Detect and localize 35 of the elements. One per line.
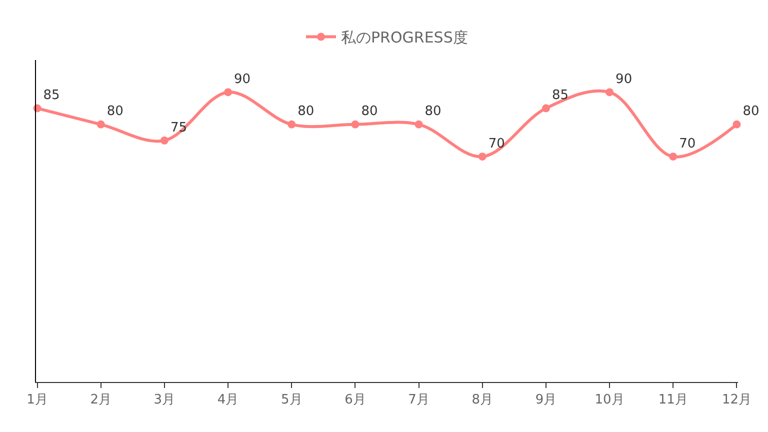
- x-tick-label: 4月: [217, 392, 239, 408]
- point: [606, 88, 614, 96]
- x-tick-label: 6月: [344, 392, 366, 408]
- point: [732, 120, 741, 128]
- legend-label: 私のPROGRESS度: [341, 28, 468, 47]
- data-label: 80: [361, 104, 378, 120]
- x-tick-label: 9月: [535, 392, 557, 408]
- x-tick-label: 8月: [472, 392, 494, 408]
- point: [160, 136, 168, 144]
- data-label: 70: [488, 136, 505, 152]
- data-label: 90: [234, 72, 251, 87]
- x-tick-label: 12月: [722, 392, 752, 408]
- data-label: 80: [106, 104, 124, 120]
- x-tick-label: 10月: [594, 392, 624, 408]
- x-tick-label: 7月: [408, 392, 430, 408]
- x-tick-label: 5月: [280, 392, 302, 408]
- point: [288, 120, 296, 128]
- point: [542, 104, 550, 112]
- point: [414, 120, 423, 128]
- data-label: 80: [298, 104, 314, 120]
- data-label: 90: [616, 72, 632, 87]
- data-label: 70: [679, 136, 696, 152]
- data-label: 80: [424, 104, 442, 120]
- x-tick-label: 2月: [90, 392, 112, 408]
- data-label: 85: [43, 88, 60, 104]
- point: [669, 152, 678, 161]
- point: [224, 88, 232, 96]
- x-tick-label: 3月: [154, 392, 176, 408]
- data-label: 80: [742, 104, 760, 120]
- data-label: 85: [552, 88, 569, 104]
- x-tick-label: 11月: [658, 392, 688, 408]
- point: [96, 120, 105, 128]
- point: [351, 120, 360, 128]
- point: [478, 152, 486, 161]
- x-tick-label: 1月: [26, 392, 48, 408]
